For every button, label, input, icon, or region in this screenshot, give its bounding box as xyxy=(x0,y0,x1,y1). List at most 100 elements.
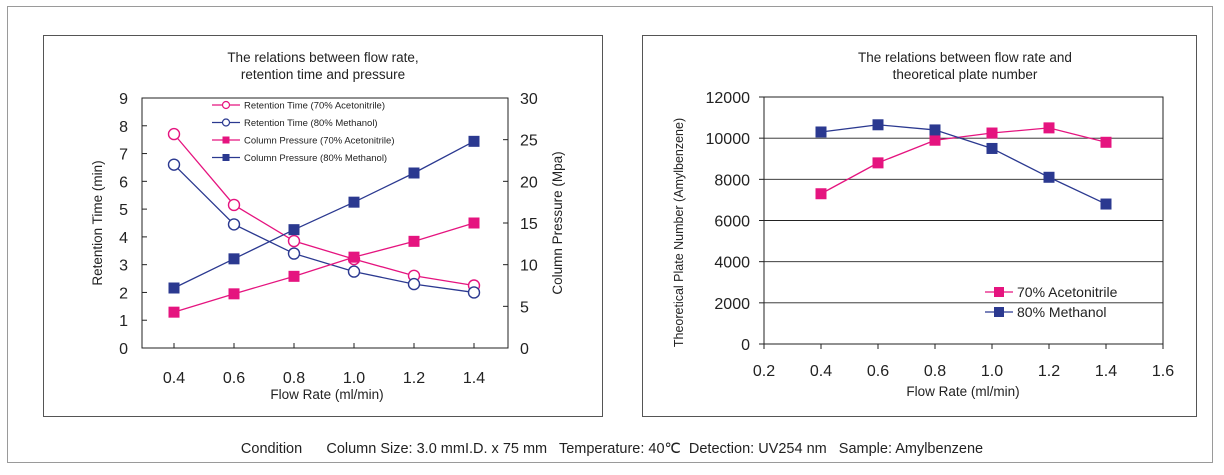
data-point xyxy=(407,277,421,291)
chart-title-line: retention time and pressure xyxy=(241,67,405,82)
y2-tick-label: 10 xyxy=(520,258,538,275)
x-tick-label: 0.4 xyxy=(163,370,185,387)
series-line xyxy=(173,164,475,294)
legend-marker xyxy=(994,307,1004,317)
y2-tick-label: 20 xyxy=(520,174,538,191)
y-tick-label: 8000 xyxy=(714,172,750,189)
y-tick-label: 8 xyxy=(119,119,128,136)
data-point xyxy=(288,224,300,236)
data-point xyxy=(227,198,241,212)
x-tick-label: 0.8 xyxy=(924,363,946,380)
plot-frame xyxy=(763,96,1164,345)
series-line xyxy=(820,127,1107,195)
data-point xyxy=(1100,198,1112,210)
chart-panel-right: The relations between flow rate and theor… xyxy=(642,35,1197,417)
data-point xyxy=(1043,171,1055,183)
y-tick-label: 10000 xyxy=(706,131,751,148)
data-point xyxy=(815,126,827,138)
chart-title-line: theoretical plate number xyxy=(893,67,1038,82)
y-tick-label: 4000 xyxy=(714,255,750,272)
legend-marker xyxy=(994,287,1004,297)
x-tick-label: 1.4 xyxy=(463,370,485,387)
chart-panel-left: The relations between flow rate, retentio… xyxy=(43,35,603,417)
y-tick-label: 4 xyxy=(119,230,128,247)
legend-label: 70% Acetonitrile xyxy=(1017,284,1118,300)
x-tick-label: 1.2 xyxy=(403,370,425,387)
data-point xyxy=(288,270,300,282)
plate-number-chart: The relations between flow rate and theor… xyxy=(672,50,1174,399)
x-tick-label: 0.8 xyxy=(283,370,305,387)
series-line xyxy=(173,140,475,289)
y2-tick-label: 0 xyxy=(520,341,529,358)
data-point xyxy=(408,167,420,179)
data-point xyxy=(228,288,240,300)
y2-tick-label: 15 xyxy=(520,216,538,233)
data-point xyxy=(408,235,420,247)
data-point xyxy=(168,282,180,294)
y2-tick-label: 30 xyxy=(520,91,538,108)
y2-tick-label: 5 xyxy=(520,299,529,316)
data-point xyxy=(468,217,480,229)
data-point xyxy=(1100,136,1112,148)
data-point xyxy=(228,253,240,265)
y-tick-label: 9 xyxy=(119,91,128,108)
y-tick-label: 6000 xyxy=(714,214,750,231)
x-axis-label: Flow Rate (ml/min) xyxy=(270,387,383,402)
chart-title-line: The relations between flow rate, xyxy=(227,50,418,65)
condition-caption: Condition Column Size: 3.0 mmI.D. x 75 m… xyxy=(240,441,984,457)
x-tick-label: 0.2 xyxy=(753,363,775,380)
series-line xyxy=(173,222,475,313)
x-tick-label: 1.2 xyxy=(1038,363,1060,380)
x-tick-label: 1.6 xyxy=(1152,363,1174,380)
y-tick-label: 6 xyxy=(119,174,128,191)
x-tick-label: 0.6 xyxy=(223,370,245,387)
data-point xyxy=(227,218,241,231)
chart-title-line: The relations between flow rate and xyxy=(858,50,1072,65)
data-point xyxy=(287,234,301,248)
x-tick-label: 0.6 xyxy=(867,363,889,380)
y-tick-label: 7 xyxy=(119,147,128,164)
x-tick-label: 1.0 xyxy=(981,363,1003,380)
y-tick-label: 0 xyxy=(741,337,750,354)
data-point xyxy=(872,157,884,169)
data-point xyxy=(347,265,361,278)
data-point xyxy=(468,135,480,147)
series-line xyxy=(820,124,1107,205)
data-point xyxy=(167,127,181,141)
data-point xyxy=(929,134,941,146)
x-tick-label: 0.4 xyxy=(810,363,832,380)
y2-tick-label: 25 xyxy=(520,133,538,150)
data-point xyxy=(986,127,998,139)
y-tick-label: 2 xyxy=(119,285,128,302)
data-point xyxy=(348,251,360,263)
data-point xyxy=(929,124,941,136)
data-point xyxy=(167,158,181,171)
data-point xyxy=(168,306,180,318)
y2-axis-label: Column Pressure (Mpa) xyxy=(550,151,565,294)
legend-label: Column Pressure (70% Acetonitrile) xyxy=(244,136,394,147)
legend-label: Column Pressure (80% Methanol) xyxy=(244,153,387,164)
legend-marker xyxy=(221,118,231,127)
x-axis-label: Flow Rate (ml/min) xyxy=(906,384,1019,399)
data-point xyxy=(1043,122,1055,134)
y-tick-label: 5 xyxy=(119,202,128,219)
data-point xyxy=(872,119,884,131)
data-point xyxy=(986,142,998,154)
y-tick-label: 0 xyxy=(119,341,128,358)
data-point xyxy=(467,286,481,299)
retention-pressure-chart: The relations between flow rate, retentio… xyxy=(90,50,565,402)
legend-label: Retention Time (70% Acetonitrile) xyxy=(244,101,385,112)
data-point xyxy=(287,247,301,260)
data-point xyxy=(348,196,360,208)
x-tick-label: 1.4 xyxy=(1095,363,1117,380)
legend-marker xyxy=(221,100,231,110)
y-tick-label: 1 xyxy=(119,313,128,330)
y-tick-label: 12000 xyxy=(706,90,751,107)
y-tick-label: 2000 xyxy=(714,296,750,313)
legend-label: Retention Time (80% Methanol) xyxy=(244,118,378,129)
data-point xyxy=(815,188,827,200)
legend-label: 80% Methanol xyxy=(1017,304,1107,320)
y-axis-label: Retention Time (min) xyxy=(90,160,105,285)
x-tick-label: 1.0 xyxy=(343,370,365,387)
legend-marker xyxy=(222,154,230,161)
